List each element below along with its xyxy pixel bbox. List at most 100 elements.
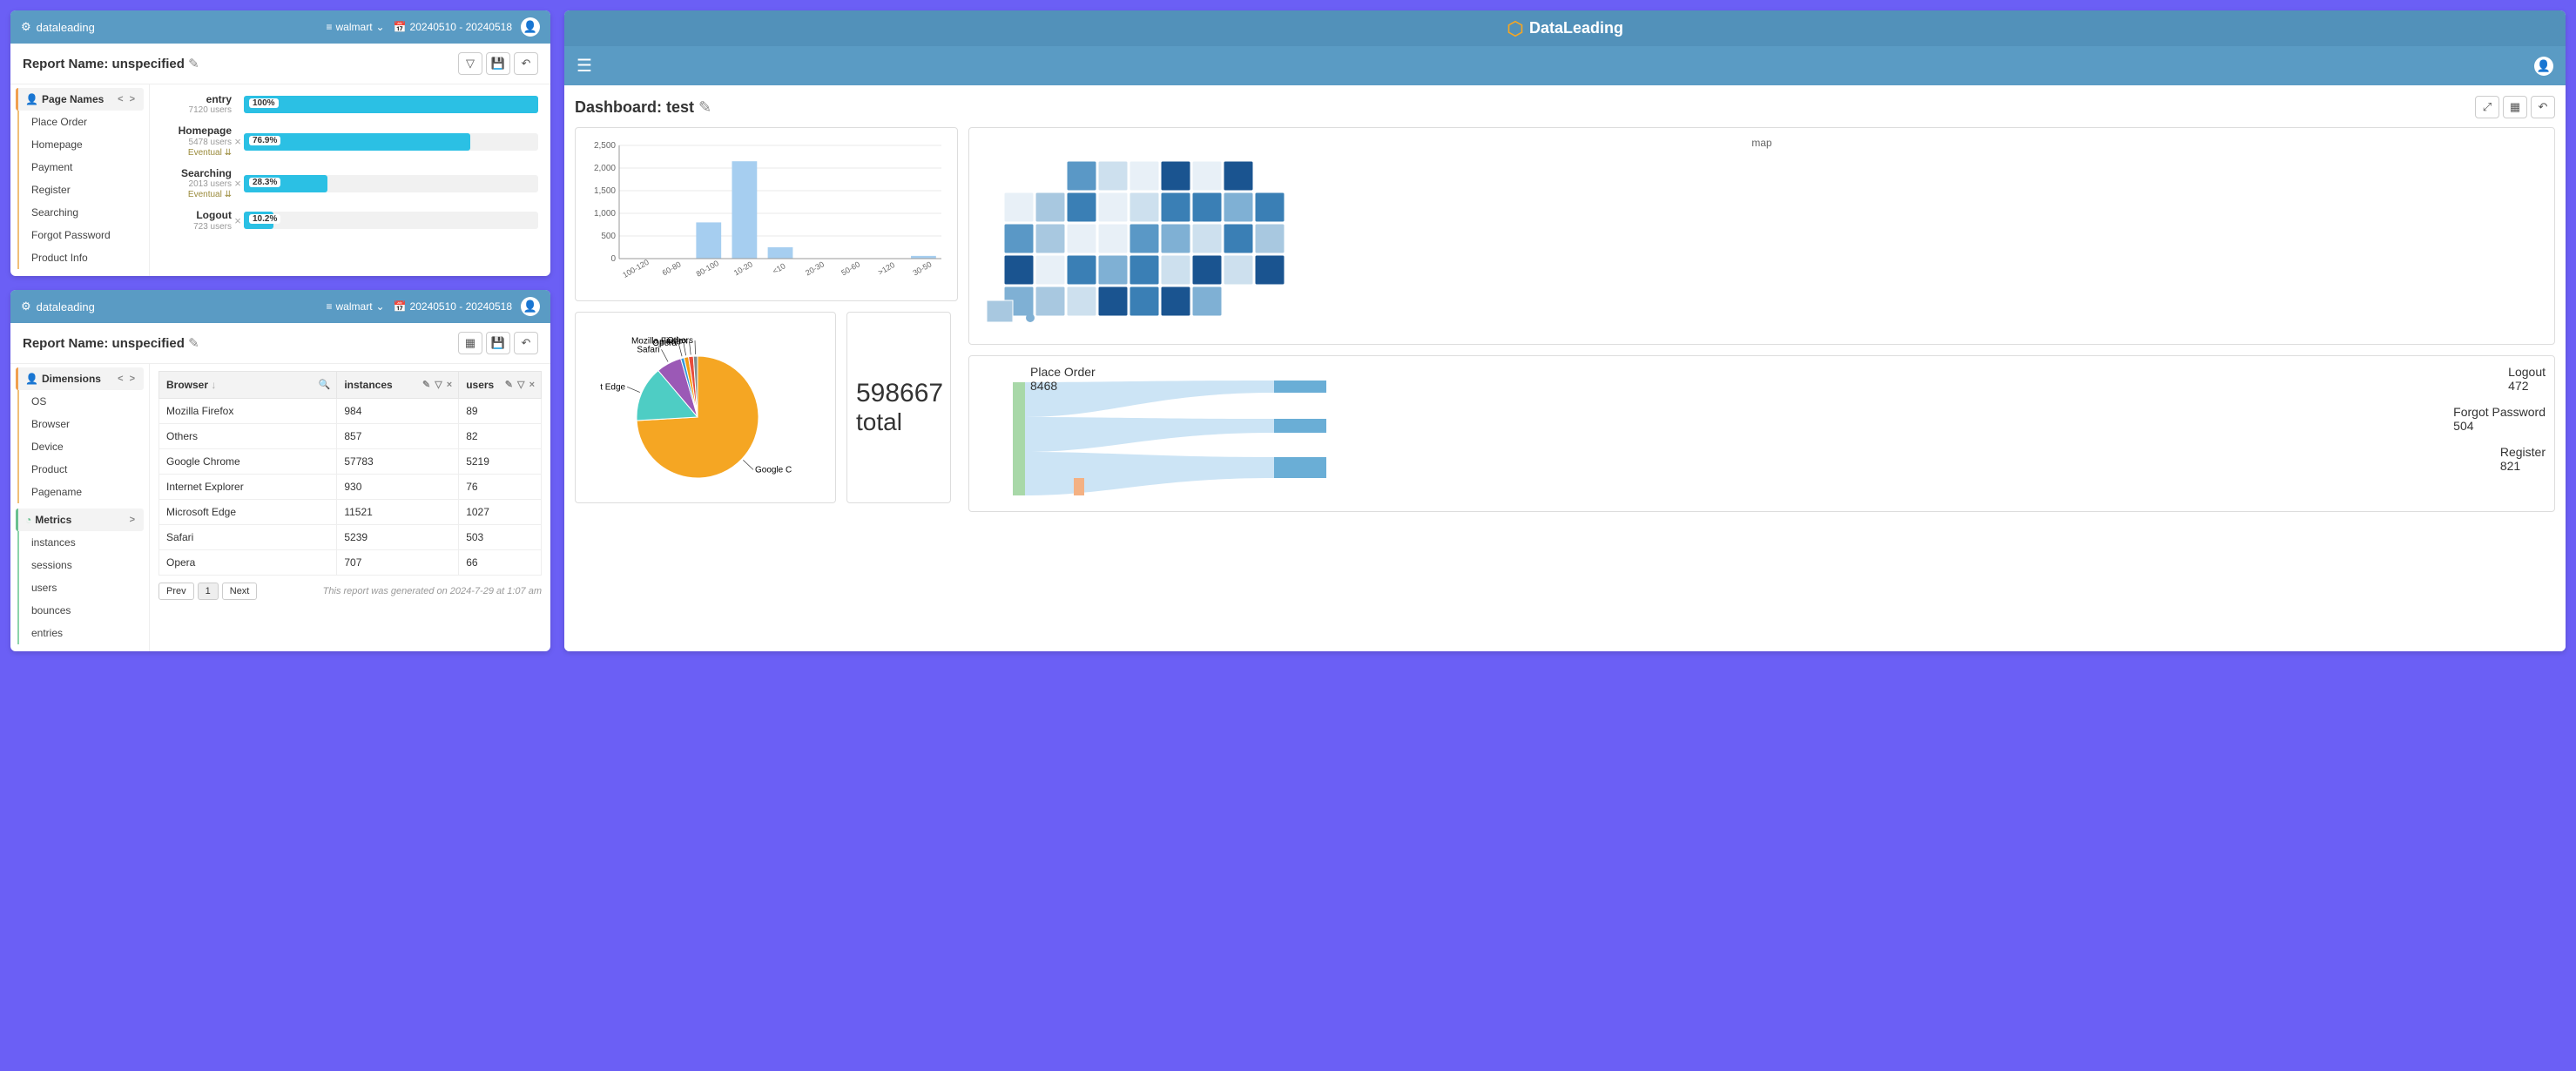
svg-text:1,000: 1,000 (594, 209, 616, 219)
user-icon: 👤 (523, 20, 537, 34)
undo-button[interactable]: ↶ (514, 52, 538, 75)
report-title-bar: Report Name: unspecified ✎ ▽ 💾 ↶ (10, 44, 550, 84)
prev-button[interactable]: Prev (158, 583, 194, 600)
user-avatar[interactable]: 👤 (521, 17, 540, 37)
table-row[interactable]: Others85782 (159, 424, 542, 449)
table-cell: 707 (337, 550, 459, 576)
table-row[interactable]: Google Chrome577835219 (159, 449, 542, 475)
date-range-text: 20240510 - 20240518 (410, 300, 512, 313)
edit-icon[interactable]: ✎ (188, 57, 199, 71)
column-header[interactable]: Browser ↓🔍 (159, 372, 337, 399)
sidebar-item[interactable]: Product Info (17, 246, 144, 269)
pie-card: Google Ct EdgeSafariOperaplorerMozilla F… (575, 312, 836, 503)
sidebar-item[interactable]: Searching (17, 201, 144, 224)
map-title: map (978, 137, 2546, 149)
sidebar-item[interactable]: Register (17, 178, 144, 201)
calendar-icon: 📅 (394, 300, 407, 313)
table-cell: 503 (459, 525, 542, 550)
report-panel-funnel: ⚙ dataleading ≡ walmart ⌄ 📅 20240510 - 2… (10, 10, 550, 276)
table-view-button[interactable]: ▦ (458, 332, 482, 354)
menu-icon[interactable]: ☰ (577, 55, 592, 77)
user-avatar[interactable]: 👤 (2534, 57, 2553, 76)
sidebar-item[interactable]: Product (17, 458, 144, 481)
date-range-selector[interactable]: 📅 20240510 - 20240518 (394, 21, 512, 33)
edit-icon[interactable]: ✎ (698, 98, 711, 116)
table-cell: 11521 (337, 500, 459, 525)
sidebar-item[interactable]: Payment (17, 156, 144, 178)
edit-icon[interactable]: ✎ (188, 336, 199, 351)
brand[interactable]: ⚙ dataleading (21, 20, 95, 34)
sidebar-item[interactable]: Homepage (17, 133, 144, 156)
nav-arrows[interactable]: > (130, 515, 137, 525)
generated-timestamp: This report was generated on 2024-7-29 a… (323, 586, 542, 596)
sitemap-icon: ⚙ (21, 300, 31, 313)
dataset-name: walmart (336, 300, 373, 313)
page-1-button[interactable]: 1 (198, 583, 219, 600)
fullscreen-button[interactable]: ⤢ (2475, 96, 2499, 118)
sidebar-header-label: Dimensions (42, 373, 101, 385)
next-button[interactable]: Next (222, 583, 258, 600)
dashboard-panel: DataLeading ☰ 👤 Dashboard: test ✎ ⤢ ▦ ↶ … (564, 10, 2566, 651)
table-row[interactable]: Internet Explorer93076 (159, 475, 542, 500)
svg-text:10-20: 10-20 (732, 259, 754, 277)
sidebar-item[interactable]: instances (17, 531, 144, 554)
undo-button[interactable]: ↶ (2531, 96, 2555, 118)
table-row[interactable]: Opera70766 (159, 550, 542, 576)
map-card: map (968, 127, 2555, 345)
sidebar-item[interactable]: Pagename (17, 481, 144, 503)
table-row[interactable]: Microsoft Edge115211027 (159, 500, 542, 525)
report-panel-table: ⚙ dataleading ≡ walmart ⌄ 📅 20240510 - 2… (10, 290, 550, 651)
table-cell: 5239 (337, 525, 459, 550)
svg-text:500: 500 (601, 232, 616, 241)
save-button[interactable]: 💾 (486, 332, 510, 354)
total-label: total (856, 408, 941, 436)
dash-title-prefix: Dashboard: (575, 98, 666, 116)
sidebar-item[interactable]: Place Order (17, 111, 144, 133)
sidebar-item[interactable]: bounces (17, 599, 144, 622)
sidebar-header-pages[interactable]: 👤 Page Names < > (16, 88, 144, 111)
dash-title-value: test (666, 98, 694, 116)
sidebar-item[interactable]: users (17, 576, 144, 599)
person-icon: 👤 (25, 373, 38, 385)
sidebar-item[interactable]: Forgot Password (17, 224, 144, 246)
user-avatar[interactable]: 👤 (521, 297, 540, 316)
nav-arrows[interactable]: < > (118, 94, 137, 104)
dataset-selector[interactable]: ≡ walmart ⌄ (327, 300, 385, 313)
sidebar-item[interactable]: entries (17, 622, 144, 644)
sidebar-item[interactable]: sessions (17, 554, 144, 576)
funnel-row: Searching2013 usersEventual ⇊ × 28.3% (162, 167, 538, 200)
svg-text:2,000: 2,000 (594, 164, 616, 173)
svg-text:Others: Others (667, 336, 693, 346)
date-range-selector[interactable]: 📅 20240510 - 20240518 (394, 300, 512, 313)
nav-arrows[interactable]: < > (118, 374, 137, 384)
column-header[interactable]: instances✎ ▽ × (337, 372, 459, 399)
sidebar-item[interactable]: Browser (17, 413, 144, 435)
table-row[interactable]: Safari5239503 (159, 525, 542, 550)
table-row[interactable]: Mozilla Firefox98489 (159, 399, 542, 424)
table-cell: Opera (159, 550, 337, 576)
brand[interactable]: ⚙ dataleading (21, 300, 95, 313)
save-button[interactable]: 💾 (486, 52, 510, 75)
report-title-prefix: Report Name: (23, 336, 112, 351)
table-cell: 76 (459, 475, 542, 500)
grid-view-button[interactable]: ▦ (2503, 96, 2527, 118)
svg-text:100-120: 100-120 (621, 258, 651, 280)
date-range-text: 20240510 - 20240518 (410, 21, 512, 33)
panel-header: ⚙ dataleading ≡ walmart ⌄ 📅 20240510 - 2… (10, 290, 550, 323)
sidebar-item[interactable]: OS (17, 390, 144, 413)
panel-header: ⚙ dataleading ≡ walmart ⌄ 📅 20240510 - 2… (10, 10, 550, 44)
sidebar-header-metrics[interactable]: ◔ Metrics > (16, 509, 144, 531)
dashboard-brand-bar: DataLeading (564, 10, 2566, 46)
remove-step-icon[interactable]: × (232, 177, 244, 190)
total-card: 598667 total (846, 312, 951, 503)
svg-text:20-30: 20-30 (804, 259, 826, 277)
dataset-selector[interactable]: ≡ walmart ⌄ (327, 21, 385, 33)
filter-button[interactable]: ▽ (458, 52, 482, 75)
sidebar-header-dimensions[interactable]: 👤 Dimensions < > (16, 367, 144, 390)
remove-step-icon[interactable]: × (232, 135, 244, 148)
sidebar-item[interactable]: Device (17, 435, 144, 458)
column-header[interactable]: users✎ ▽ × (459, 372, 542, 399)
remove-step-icon[interactable]: × (232, 214, 244, 227)
undo-button[interactable]: ↶ (514, 332, 538, 354)
svg-text:80-100: 80-100 (695, 259, 720, 279)
